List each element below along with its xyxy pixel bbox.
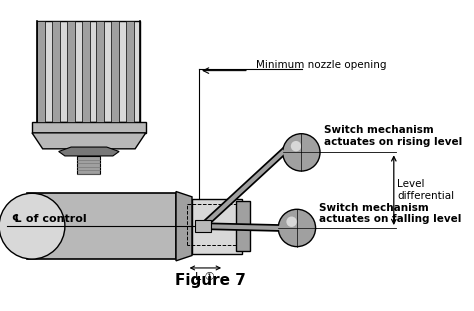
Polygon shape (192, 199, 242, 254)
Polygon shape (126, 21, 134, 122)
Polygon shape (67, 21, 75, 122)
Polygon shape (52, 21, 60, 122)
Polygon shape (176, 192, 192, 261)
Text: ℄ of control: ℄ of control (11, 214, 86, 224)
Circle shape (278, 209, 316, 247)
Polygon shape (27, 193, 176, 259)
Polygon shape (32, 122, 146, 133)
Polygon shape (111, 21, 119, 122)
Polygon shape (37, 21, 46, 122)
Text: Switch mechanism
actuates on falling level: Switch mechanism actuates on falling lev… (319, 203, 462, 225)
Polygon shape (82, 21, 90, 122)
Polygon shape (32, 133, 146, 149)
Polygon shape (59, 147, 119, 156)
Circle shape (200, 224, 205, 229)
Polygon shape (77, 156, 100, 174)
Text: Switch mechanism
actuates on rising level: Switch mechanism actuates on rising leve… (324, 125, 462, 147)
Polygon shape (96, 21, 104, 122)
Circle shape (283, 134, 320, 171)
Circle shape (291, 141, 301, 151)
Text: Minimum nozzle opening: Minimum nozzle opening (256, 60, 386, 70)
Polygon shape (37, 21, 140, 122)
Text: Figure 7: Figure 7 (175, 273, 246, 288)
Text: Level
differential: Level differential (397, 179, 455, 201)
Polygon shape (237, 201, 250, 251)
Circle shape (286, 216, 297, 227)
Bar (195, 220, 210, 232)
Circle shape (0, 193, 65, 259)
Text: L ①: L ① (195, 272, 215, 282)
